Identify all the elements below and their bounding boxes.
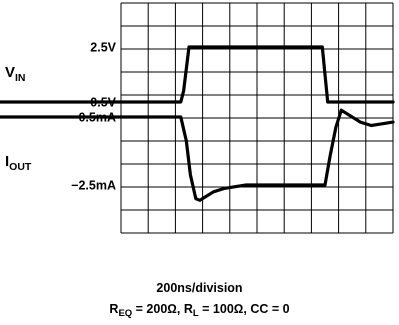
trace-name-subscript: IN: [15, 72, 26, 84]
trace-name: IOUT: [5, 153, 32, 173]
trace-vin: [0, 45, 395, 104]
trace-name-subscript: OUT: [9, 161, 32, 173]
trace-name: VIN: [5, 64, 26, 84]
trace-iout: [0, 108, 395, 202]
test-conditions: REQ = 200Ω, RL = 100Ω, CC = 0: [0, 302, 399, 319]
trace-name-main: I: [5, 153, 9, 170]
req-symbol: R: [109, 302, 119, 316]
level-label: −2.5mA: [71, 179, 116, 193]
req-subscript: EQ: [118, 308, 133, 319]
chart-grid: [120, 2, 394, 234]
trace-name-main: V: [5, 64, 15, 81]
axis-names: VIN IOUT: [5, 64, 32, 173]
rl-subscript: L: [192, 308, 199, 319]
rl-symbol: R: [183, 302, 193, 316]
level-labels: 0.5V2.5V−0.5mA−2.5mA: [71, 41, 116, 193]
req-value: = 200Ω,: [132, 302, 184, 316]
trace-lines: [0, 45, 395, 202]
time-scale-label: 200ns/division: [156, 281, 243, 295]
rl-value: = 100Ω, CC = 0: [198, 302, 290, 316]
level-label: 2.5V: [90, 41, 116, 55]
